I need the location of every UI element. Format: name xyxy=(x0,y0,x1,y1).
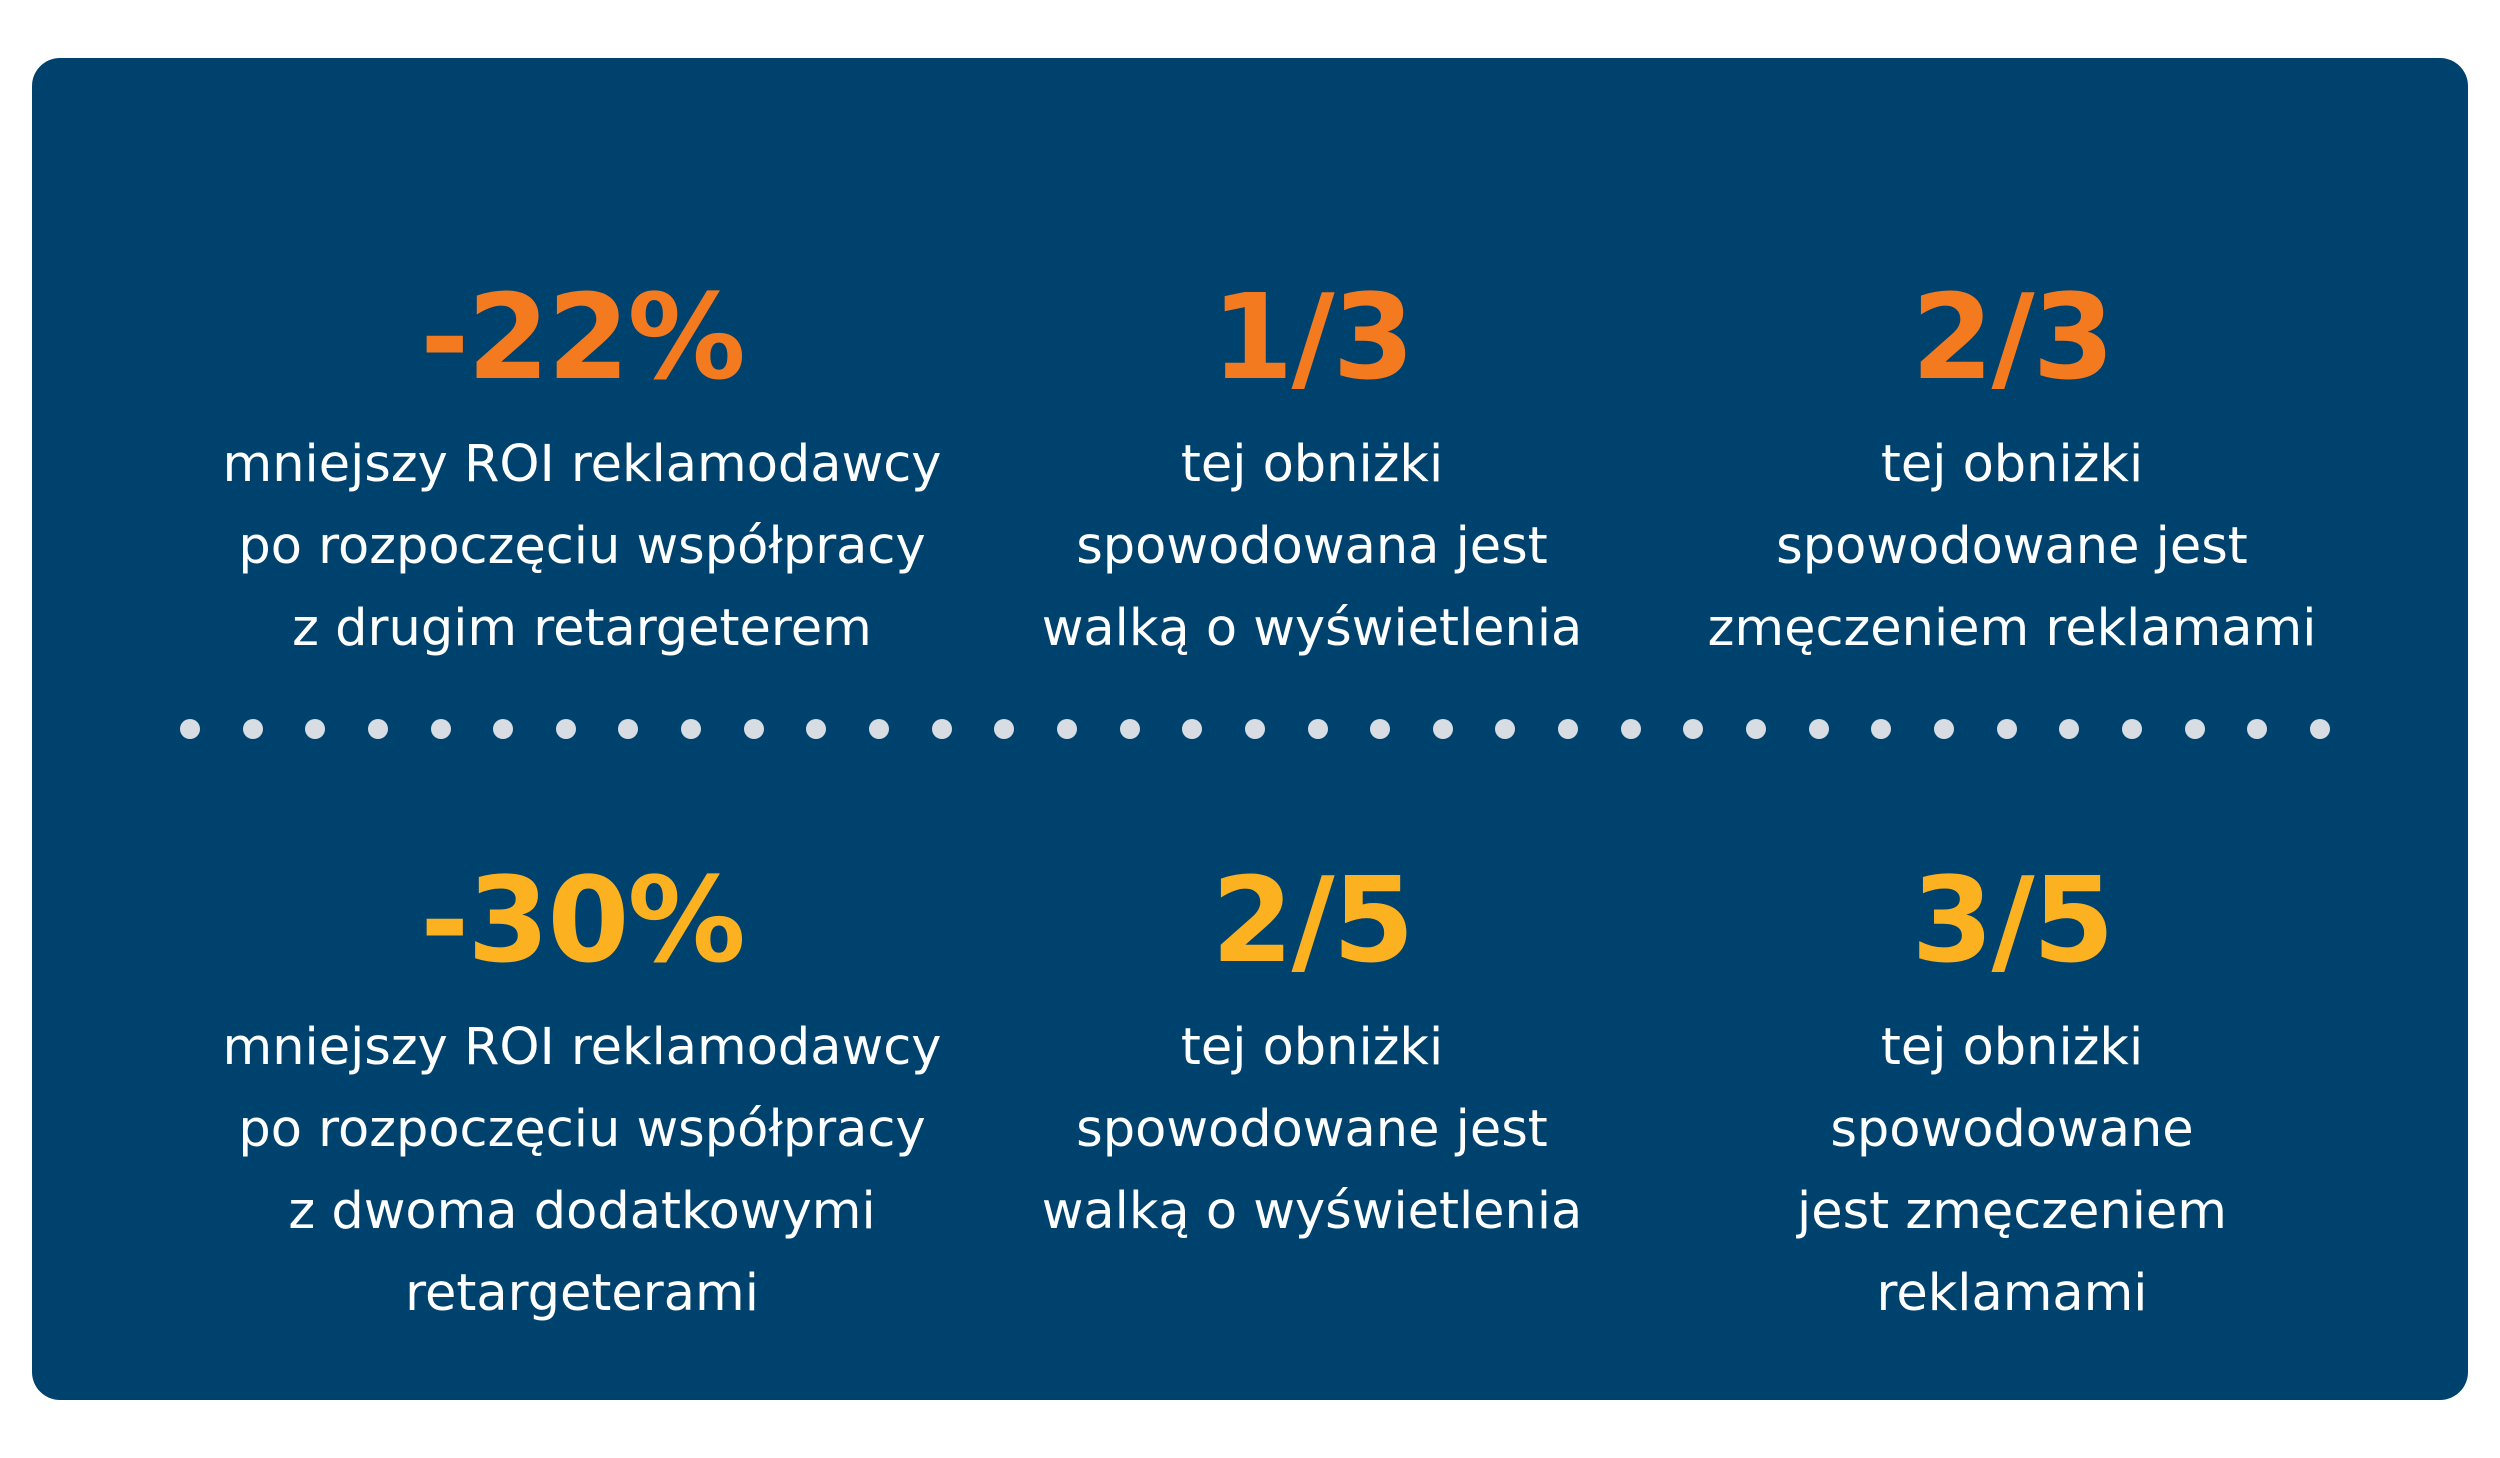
stat-description-line: walką o wyświetlenia xyxy=(1041,599,1583,658)
divider-dot xyxy=(1244,719,1265,739)
stat-description-line: tej obniżki xyxy=(1880,435,2144,494)
stat-description-line: z drugim retargeterem xyxy=(292,599,872,658)
divider-dot xyxy=(1119,719,1140,739)
stat-value: 2/5 xyxy=(1211,851,1414,989)
divider-dot xyxy=(2309,719,2330,739)
divider-dot xyxy=(806,719,827,739)
divider-dot xyxy=(743,719,764,739)
divider-dot xyxy=(1056,719,1077,739)
divider-dot xyxy=(1871,719,1892,739)
stat-ad-fatigue-share-one: 2/3 tej obniżki spowodowane jest zmęczen… xyxy=(1632,272,2392,670)
divider-dot xyxy=(681,719,702,739)
stat-description-line: reklamami xyxy=(1876,1264,2148,1323)
stat-description-line: spowodowana jest xyxy=(1076,517,1548,576)
stat-description-line: tej obniżki xyxy=(1880,1018,2144,1077)
stat-description: mniejszy ROI reklamodawcy po rozpoczęciu… xyxy=(202,424,962,670)
stat-description-line: tej obniżki xyxy=(1180,1018,1444,1077)
divider-dot xyxy=(931,719,952,739)
stat-description-line: walką o wyświetlenia xyxy=(1041,1182,1583,1241)
stat-description-line: po rozpoczęciu współpracy xyxy=(238,1100,926,1159)
divider-dot xyxy=(1683,719,1704,739)
stat-impression-competition-share-one: 1/3 tej obniżki spowodowana jest walką o… xyxy=(932,272,1692,670)
stat-description: tej obniżki spowodowane jest walką o wyś… xyxy=(932,1007,1692,1253)
divider-dot xyxy=(1495,719,1516,739)
stat-value: 3/5 xyxy=(1911,851,2114,989)
divider-dot xyxy=(1808,719,1829,739)
dotted-divider xyxy=(180,718,2330,740)
divider-dot xyxy=(1370,719,1391,739)
divider-dot xyxy=(1746,719,1767,739)
stat-impression-competition-share-two: 2/5 tej obniżki spowodowane jest walką o… xyxy=(932,855,1692,1253)
stat-description: mniejszy ROI reklamodawcy po rozpoczęciu… xyxy=(202,1007,962,1335)
stat-description-line: jest zmęczeniem xyxy=(1797,1182,2227,1241)
stat-value: -30% xyxy=(420,851,745,989)
stat-description-line: zmęczeniem reklamami xyxy=(1707,599,2317,658)
stat-description-line: spowodowane jest xyxy=(1076,1100,1548,1159)
stat-description: tej obniżki spowodowane jest zmęczeniem … xyxy=(1632,424,2392,670)
divider-dot xyxy=(869,719,890,739)
stat-description-line: retargeterami xyxy=(405,1264,759,1323)
divider-dot xyxy=(367,719,388,739)
divider-dot xyxy=(1432,719,1453,739)
stat-description-line: po rozpoczęciu współpracy xyxy=(238,517,926,576)
divider-dot xyxy=(994,719,1015,739)
divider-dot xyxy=(2121,719,2142,739)
divider-dot xyxy=(1307,719,1328,739)
stat-ad-fatigue-share-two: 3/5 tej obniżki spowodowane jest zmęczen… xyxy=(1632,855,2392,1335)
divider-dot xyxy=(618,719,639,739)
divider-dot xyxy=(1933,719,1954,739)
stat-roi-drop-two-retargeters: -30% mniejszy ROI reklamodawcy po rozpoc… xyxy=(202,855,962,1335)
divider-dot xyxy=(305,719,326,739)
stat-description: tej obniżki spowodowana jest walką o wyś… xyxy=(932,424,1692,670)
stat-description: tej obniżki spowodowane jest zmęczeniem … xyxy=(1632,1007,2392,1335)
stat-description-line: mniejszy ROI reklamodawcy xyxy=(222,1018,942,1077)
divider-dot xyxy=(2184,719,2205,739)
stat-value: 2/3 xyxy=(1911,268,2114,406)
divider-dot xyxy=(555,719,576,739)
stat-value: 1/3 xyxy=(1211,268,1414,406)
divider-dot xyxy=(1996,719,2017,739)
stat-roi-drop-one-retargeter: -22% mniejszy ROI reklamodawcy po rozpoc… xyxy=(202,272,962,670)
divider-dot xyxy=(2247,719,2268,739)
divider-dot xyxy=(2059,719,2080,739)
divider-dot xyxy=(1182,719,1203,739)
stat-description-line: tej obniżki xyxy=(1180,435,1444,494)
stat-description-line: spowodowane xyxy=(1830,1100,2194,1159)
divider-dot xyxy=(180,719,200,739)
divider-dot xyxy=(242,719,263,739)
stat-description-line: z dwoma dodatkowymi xyxy=(288,1182,876,1241)
divider-dot xyxy=(493,719,514,739)
divider-dot xyxy=(1558,719,1579,739)
divider-dot xyxy=(430,719,451,739)
stats-panel: -22% mniejszy ROI reklamodawcy po rozpoc… xyxy=(32,58,2468,1400)
stat-value: -22% xyxy=(420,268,745,406)
stat-description-line: mniejszy ROI reklamodawcy xyxy=(222,435,942,494)
stat-description-line: spowodowane jest xyxy=(1776,517,2248,576)
divider-dot xyxy=(1620,719,1641,739)
